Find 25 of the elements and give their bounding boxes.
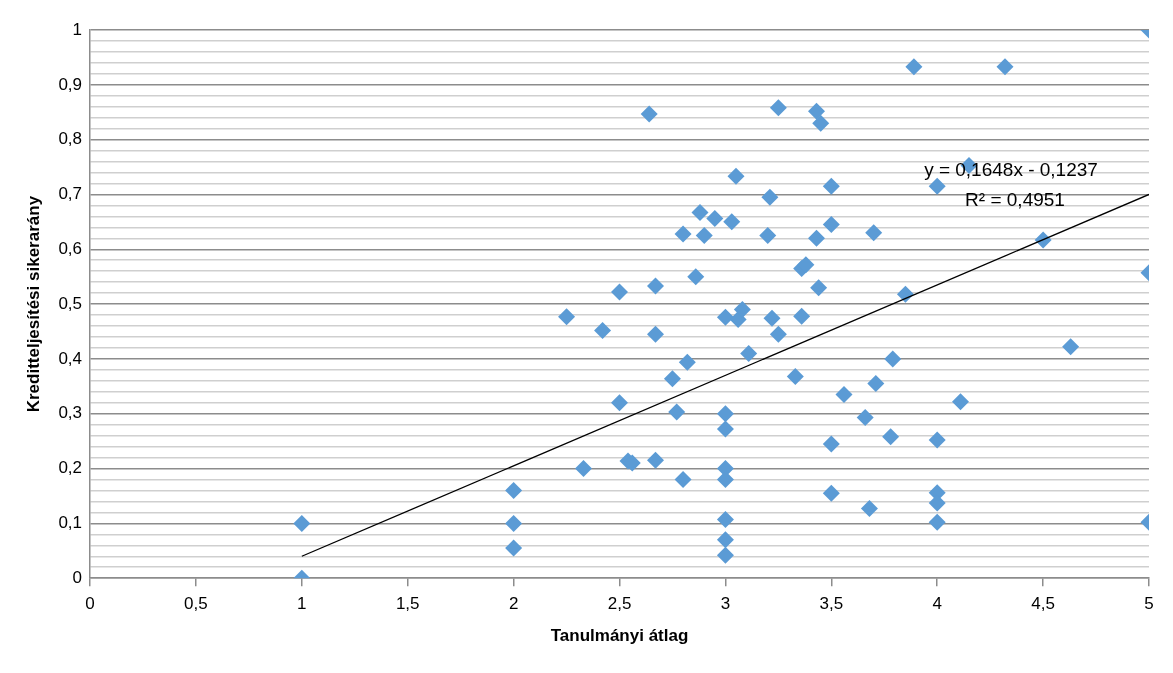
y-tick-label: 0,7: [58, 184, 83, 204]
y-tick-label: 0,1: [58, 513, 83, 533]
y-tick-label: 1: [72, 19, 83, 39]
y-tick-label: 0,9: [58, 74, 83, 94]
x-tick-label: 4: [932, 594, 942, 614]
y-tick-label: 0,8: [58, 129, 83, 149]
annotation: y = 0,1648x - 0,1237: [924, 159, 1098, 181]
x-tick-label: 4,5: [1031, 594, 1055, 614]
y-tick-label: 0,4: [58, 348, 83, 368]
y-tick-label: 0,6: [58, 238, 83, 258]
y-tick-label: 0: [72, 567, 83, 587]
x-tick-label: 0,5: [184, 594, 208, 614]
x-tick-label: 3: [720, 594, 731, 614]
y-tick-label: 0,2: [58, 458, 83, 478]
x-tick-label: 2,5: [607, 594, 632, 614]
x-tick-label: 3,5: [819, 594, 844, 614]
y-tick-label: 0,5: [58, 293, 83, 313]
x-tick-label: 2: [508, 594, 519, 614]
annotation: R² = 0,4951: [965, 189, 1065, 211]
x-tick-label: 1,5: [395, 594, 420, 614]
x-tick-label: 5: [1144, 594, 1154, 614]
y-axis-title: Kreditteljesítési sikerarány: [23, 195, 43, 413]
x-axis-title: Tanulmányi átlag: [550, 626, 689, 646]
x-tick-label: 1: [297, 594, 307, 614]
y-tick-label: 0,3: [58, 403, 83, 423]
